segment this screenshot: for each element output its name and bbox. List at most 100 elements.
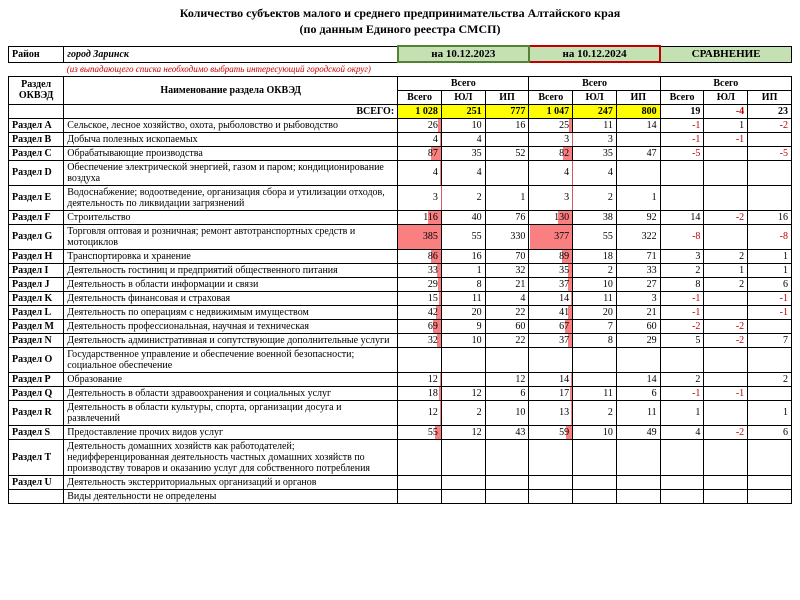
cell-value: 35: [441, 146, 485, 160]
cell-value: 21: [485, 277, 529, 291]
cell-value: [485, 160, 529, 185]
table-row: Раздел RДеятельность в области культуры,…: [9, 400, 792, 425]
cell-value: [485, 489, 529, 503]
section-code: Раздел I: [9, 263, 64, 277]
section-name: Деятельность по операциям с недвижимым и…: [64, 305, 398, 319]
cell-value: [660, 475, 704, 489]
table-row: Раздел GТорговля оптовая и розничная; ре…: [9, 224, 792, 249]
cell-value: [529, 347, 573, 372]
cell-value: 71: [616, 249, 660, 263]
table-row: Раздел MДеятельность профессиональная, н…: [9, 319, 792, 333]
cell-value: 14: [529, 291, 573, 305]
cell-value: [660, 347, 704, 372]
period1-header: на 10.12.2023: [398, 46, 529, 62]
section-code: Раздел A: [9, 118, 64, 132]
cell-value: [704, 305, 748, 319]
cell-value: 89: [529, 249, 573, 263]
cell-value: 2: [573, 400, 617, 425]
cell-value: 52: [485, 146, 529, 160]
page-title: Количество субъектов малого и среднего п…: [8, 6, 792, 37]
cell-value: 7: [573, 319, 617, 333]
gt-p2-t: 1 047: [529, 104, 573, 118]
cell-value: -1: [704, 386, 748, 400]
title-line1: Количество субъектов малого и среднего п…: [180, 6, 621, 20]
cell-value: 11: [573, 291, 617, 305]
grand-total-row: ВСЕГО: 1 028 251 777 1 047 247 800 19 -4…: [9, 104, 792, 118]
cell-value: -1: [660, 386, 704, 400]
cell-value: 4: [529, 160, 573, 185]
cell-value: [704, 489, 748, 503]
cell-value: 4: [441, 132, 485, 146]
table-row: Раздел LДеятельность по операциям с недв…: [9, 305, 792, 319]
section-name: Торговля оптовая и розничная; ремонт авт…: [64, 224, 398, 249]
table-row: Раздел CОбрабатывающие производства87355…: [9, 146, 792, 160]
col-p1-ip: ИП: [485, 90, 529, 104]
cell-value: 6: [616, 386, 660, 400]
cell-value: 60: [485, 319, 529, 333]
cell-value: [748, 386, 792, 400]
cell-value: [748, 475, 792, 489]
cell-value: [748, 439, 792, 475]
cell-value: 32: [485, 263, 529, 277]
cell-value: 87: [398, 146, 442, 160]
section-name: Деятельность административная и сопутств…: [64, 333, 398, 347]
district-select-cell[interactable]: город Заринск: [64, 46, 398, 62]
cell-value: [748, 489, 792, 503]
cell-value: 1: [704, 263, 748, 277]
cell-value: [441, 475, 485, 489]
cell-value: -1: [660, 118, 704, 132]
cell-value: 11: [441, 291, 485, 305]
cell-value: [485, 439, 529, 475]
district-name: город Заринск: [67, 49, 129, 60]
cell-value: 70: [485, 249, 529, 263]
gt-p1-ip: 777: [485, 104, 529, 118]
data-table: Район город Заринск на 10.12.2023 на 10.…: [8, 45, 792, 504]
cell-value: 86: [398, 249, 442, 263]
cell-value: 55: [441, 224, 485, 249]
cell-value: 55: [573, 224, 617, 249]
cell-value: 6: [748, 277, 792, 291]
cell-value: 20: [441, 305, 485, 319]
cell-value: -1: [660, 291, 704, 305]
compare-header: СРАВНЕНИЕ: [660, 46, 791, 62]
cell-value: [573, 489, 617, 503]
cell-value: 33: [616, 263, 660, 277]
section-code: Раздел O: [9, 347, 64, 372]
cell-value: -1: [660, 132, 704, 146]
cell-value: [616, 347, 660, 372]
col-cmp-total: Всего: [660, 90, 704, 104]
section-code: Раздел N: [9, 333, 64, 347]
cell-value: 2: [704, 249, 748, 263]
cell-value: -5: [660, 146, 704, 160]
cell-value: 4: [441, 160, 485, 185]
cell-value: 42: [398, 305, 442, 319]
cell-value: 4: [573, 160, 617, 185]
col-cmp-ul: ЮЛ: [704, 90, 748, 104]
cell-value: [660, 439, 704, 475]
cell-value: -2: [660, 319, 704, 333]
cell-value: [748, 319, 792, 333]
cell-value: 2: [660, 263, 704, 277]
cell-value: -1: [660, 305, 704, 319]
table-row: Раздел DОбеспечение электрической энерги…: [9, 160, 792, 185]
group2: Всего: [529, 76, 660, 90]
cell-value: 5: [660, 333, 704, 347]
cell-value: 385: [398, 224, 442, 249]
cell-value: 22: [485, 305, 529, 319]
cell-value: [616, 475, 660, 489]
cell-value: 6: [485, 386, 529, 400]
cell-value: -5: [748, 146, 792, 160]
cell-value: [616, 489, 660, 503]
section-code: Раздел T: [9, 439, 64, 475]
table-row: Раздел BДобыча полезных ископаемых4433-1…: [9, 132, 792, 146]
section-code: Раздел E: [9, 185, 64, 210]
section-name: Предоставление прочих видов услуг: [64, 425, 398, 439]
section-name: Деятельность в области культуры, спорта,…: [64, 400, 398, 425]
table-row: Раздел QДеятельность в области здравоохр…: [9, 386, 792, 400]
cell-value: 15: [398, 291, 442, 305]
cell-value: 10: [441, 118, 485, 132]
cell-value: -1: [704, 132, 748, 146]
cell-value: 59: [529, 425, 573, 439]
gt-p1-ul: 251: [441, 104, 485, 118]
cell-value: [704, 372, 748, 386]
